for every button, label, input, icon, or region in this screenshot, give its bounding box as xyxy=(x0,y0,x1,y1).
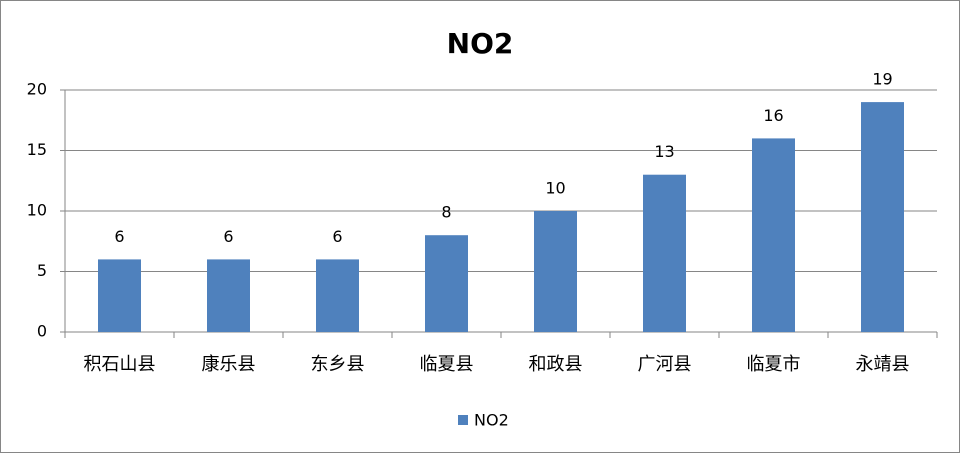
y-tick-label: 20 xyxy=(27,80,47,99)
y-tick-label: 15 xyxy=(27,140,47,159)
y-tick-label: 10 xyxy=(27,201,47,220)
data-label: 13 xyxy=(654,142,674,161)
data-label: 6 xyxy=(114,227,124,246)
x-tick-label: 临夏县 xyxy=(420,354,474,375)
bar xyxy=(534,211,577,332)
bar xyxy=(207,259,250,332)
x-tick-label: 和政县 xyxy=(529,354,583,375)
data-label: 19 xyxy=(872,70,892,89)
x-tick-label: 广河县 xyxy=(638,354,692,375)
x-tick-label: 康乐县 xyxy=(202,354,256,375)
bar xyxy=(643,174,686,332)
chart-title: NO2 xyxy=(447,27,514,60)
bar xyxy=(425,235,468,332)
legend-marker xyxy=(458,415,468,425)
bar xyxy=(316,259,359,332)
bar xyxy=(98,259,141,332)
x-tick-label: 临夏市 xyxy=(747,354,801,375)
x-tick-label: 积石山县 xyxy=(84,354,156,375)
data-label: 10 xyxy=(545,179,565,198)
data-label: 8 xyxy=(441,203,451,222)
bar xyxy=(861,102,904,332)
data-label: 16 xyxy=(763,106,783,125)
data-label: 6 xyxy=(223,227,233,246)
x-tick-label: 东乡县 xyxy=(311,354,365,375)
legend-label: NO2 xyxy=(474,411,509,430)
bar xyxy=(752,138,795,332)
data-label: 6 xyxy=(332,227,342,246)
y-tick-label: 5 xyxy=(37,261,47,280)
x-tick-label: 永靖县 xyxy=(856,354,910,375)
y-tick-label: 0 xyxy=(37,322,47,341)
